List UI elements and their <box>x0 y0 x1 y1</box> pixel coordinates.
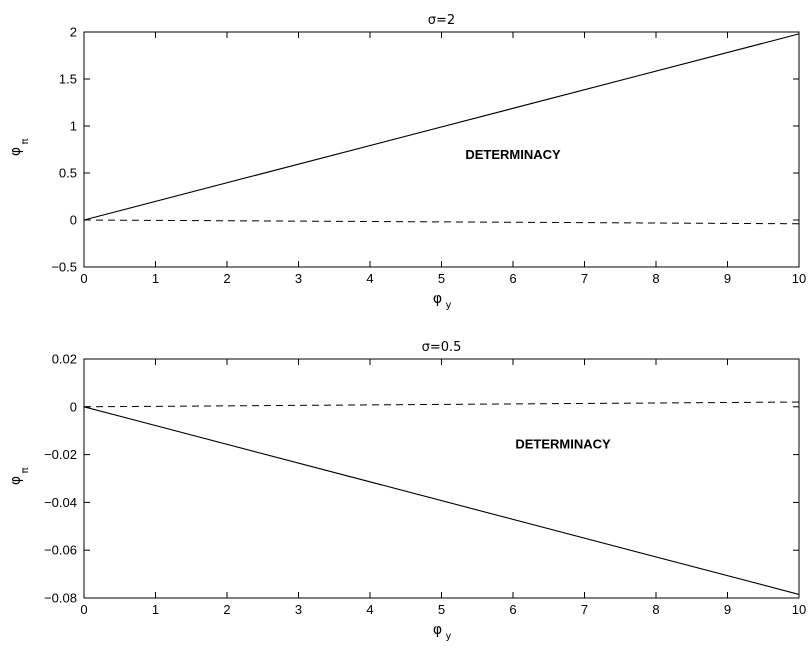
y-tick-label: 1.5 <box>59 72 77 87</box>
y-tick-label: 1 <box>70 119 77 134</box>
x-tick-label: 5 <box>438 271 445 286</box>
x-tick-label: 3 <box>295 271 302 286</box>
x-tick-label: 6 <box>509 602 516 617</box>
x-tick-label: 1 <box>152 602 159 617</box>
x-tick-label: 5 <box>438 602 445 617</box>
y-axis-label-subscript: π <box>20 467 31 473</box>
dashed-boundary-line <box>83 401 800 408</box>
y-tick-label: 2 <box>70 25 77 40</box>
y-axis-label: φ <box>8 476 24 485</box>
x-axis-label: φ <box>433 622 442 638</box>
x-tick-label: 9 <box>724 271 731 286</box>
y-tick-label: −0.08 <box>44 591 77 606</box>
x-axis-label-subscript: y <box>446 300 452 311</box>
x-tick-label: 8 <box>652 602 659 617</box>
y-axis-label-group: φπ <box>8 467 31 485</box>
y-tick-label: 0.5 <box>59 166 77 181</box>
y-tick-label: 0 <box>70 399 77 414</box>
x-tick-label: 3 <box>295 602 302 617</box>
y-axis-label-group: φπ <box>8 138 31 156</box>
x-tick-label: 7 <box>581 602 588 617</box>
y-tick-label: −0.04 <box>44 495 77 510</box>
dashed-boundary-line <box>83 219 800 225</box>
chart-panel-2: 0 1 2 3 4 5 6 7 8 9 10 −0.08 −0.06 −0.04 −0.02 0 0.02 σ=0… <box>8 340 806 642</box>
x-tick-label: 2 <box>223 602 230 617</box>
x-tick-label: 9 <box>724 602 731 617</box>
chart-title: σ=2 <box>428 13 455 28</box>
determinacy-annotation: DETERMINACY <box>465 147 561 162</box>
x-tick-label: 10 <box>792 271 806 286</box>
y-axis-label-subscript: π <box>20 138 31 144</box>
y-tick-label: −0.5 <box>51 260 77 275</box>
x-tick-label: 4 <box>366 271 373 286</box>
x-tick-label: 10 <box>792 602 806 617</box>
x-tick-label: 0 <box>80 271 87 286</box>
y-tick-label: 0.02 <box>52 352 77 367</box>
x-tick-label: 1 <box>152 271 159 286</box>
solid-boundary-line <box>83 33 800 221</box>
chart-panel-1: 0 1 2 3 4 5 6 7 8 9 10−0.500.511.52σ=2φ yφπDETERMIN… <box>8 13 806 311</box>
x-axis-label-subscript: y <box>446 631 452 642</box>
y-tick-label: −0.02 <box>44 447 77 462</box>
x-tick-label: 8 <box>652 271 659 286</box>
x-tick-label: 6 <box>509 271 516 286</box>
x-tick-label: 4 <box>366 602 373 617</box>
determinacy-annotation: DETERMINACY <box>515 437 611 452</box>
y-axis-label: φ <box>8 147 24 156</box>
x-tick-label: 0 <box>80 602 87 617</box>
chart-title: σ=0.5 <box>422 340 462 355</box>
x-tick-label: 2 <box>223 271 230 286</box>
x-axis-label: φ <box>433 291 442 307</box>
plot-frame <box>83 31 800 268</box>
y-tick-label: −0.06 <box>44 543 77 558</box>
y-tick-label: 0 <box>70 213 77 228</box>
x-tick-label: 7 <box>581 271 588 286</box>
plot-frame <box>83 358 800 599</box>
solid-boundary-line <box>83 406 800 595</box>
